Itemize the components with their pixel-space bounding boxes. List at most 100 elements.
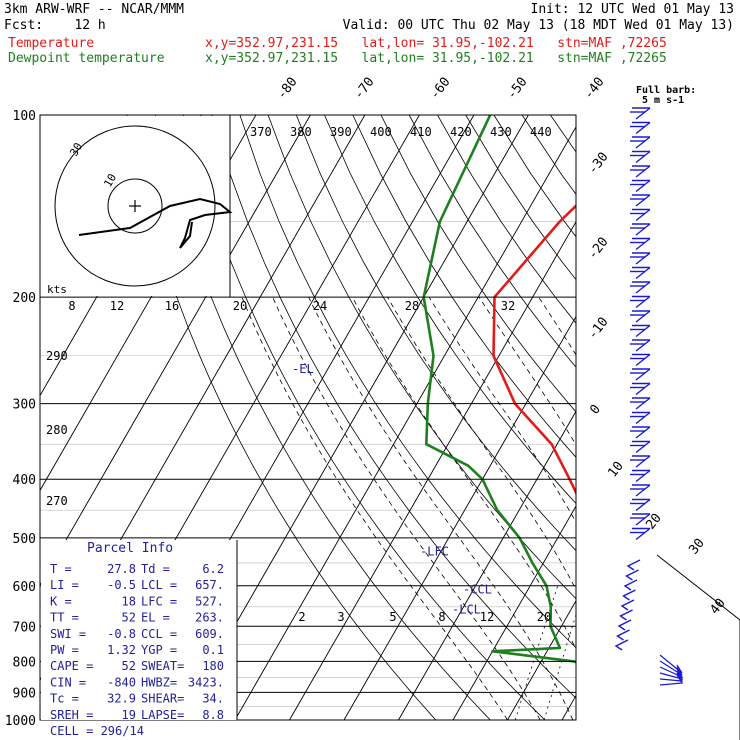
annotation-ccl: -CCL — [463, 583, 492, 597]
moist-adiabat — [478, 296, 576, 446]
moist-adiabat — [351, 296, 576, 650]
annotation-lcl: -LCL — [452, 603, 481, 617]
parcel-cell: CELL = 296/14 — [50, 724, 144, 738]
valid-time: Valid: 00 UTC Thu 02 May 13 (18 MDT Wed … — [342, 18, 734, 33]
hodograph — [41, 115, 233, 298]
parcel-row-label: YGP = — [141, 643, 177, 657]
hodograph-ring-label-30: 30 — [67, 141, 85, 159]
isotherm-label-10: 10 — [605, 459, 626, 481]
parcel-row-label: TT = — [50, 611, 79, 625]
isotherm — [180, 115, 529, 720]
isotherm-label--50: -50 — [504, 75, 530, 103]
parcel-row-label: LAPSE= — [141, 708, 184, 722]
hodograph-trace — [78, 197, 233, 249]
forecast-hour: Fcst: 12 h — [4, 18, 106, 33]
full-barb-units: 5 m s-1 — [642, 95, 684, 106]
parcel-row-value: 52 — [122, 659, 136, 673]
isotherm-label--70: -70 — [351, 75, 377, 103]
moist-label-20: 20 — [233, 299, 247, 313]
parcel-row-label: SREH = — [50, 708, 93, 722]
dry-adiabat — [692, 115, 740, 720]
mixing-ratio-label-8: 8 — [438, 610, 445, 624]
parcel-row-value: 1.32 — [107, 643, 136, 657]
moist-label-12: 12 — [110, 299, 124, 313]
moist-adiabat — [675, 297, 736, 720]
theta-label-380: 380 — [290, 125, 312, 139]
mixing-ratio-label-2: 2 — [298, 610, 305, 624]
theta-label-370: 370 — [250, 125, 272, 139]
dry-adiabat — [211, 115, 576, 699]
parcel-row-label: CIN = — [50, 675, 86, 689]
moist-adiabat — [538, 296, 576, 356]
mixing-ratio-label-12: 12 — [480, 610, 494, 624]
dry-adiabat — [465, 115, 576, 281]
isotherm-label-30: 30 — [686, 536, 707, 558]
theta-label-410: 410 — [410, 125, 432, 139]
theta-label-430: 430 — [490, 125, 512, 139]
isotherm-label--80: -80 — [274, 75, 300, 103]
parcel-row-label: LCL = — [141, 578, 177, 592]
dry-adiabat — [635, 115, 740, 720]
parcel-row-value: 34. — [202, 692, 224, 706]
parcel-row-label: T = — [50, 562, 72, 576]
mixing-ratio-line — [619, 586, 656, 720]
parcel-row-value: 6.2 — [202, 562, 224, 576]
dry-adiabat — [267, 115, 576, 600]
parcel-row-value: 657. — [195, 578, 224, 592]
parcel-row-value: 609. — [195, 627, 224, 641]
dry-adiabat — [154, 115, 491, 720]
parcel-row-value: 27.8 — [107, 562, 136, 576]
dry-adiabat — [550, 115, 576, 153]
isotherm-label-0: 0 — [587, 402, 604, 417]
dry-adiabat — [663, 115, 740, 720]
isotherm-label--60: -60 — [427, 75, 453, 103]
theta-label-390: 390 — [330, 125, 352, 139]
hodograph-ring-label-10: 10 — [101, 172, 119, 190]
hodograph-ring-inner — [107, 178, 163, 234]
left-theta-label-280: 280 — [46, 423, 68, 437]
dry-adiabat — [408, 115, 576, 368]
parcel-row-label: Td = — [141, 562, 170, 576]
dry-adiabat — [126, 115, 437, 720]
parcel-row-label: LI = — [50, 578, 79, 592]
moist-adiabat — [387, 296, 576, 591]
mixing-ratio-line — [653, 586, 688, 720]
parcel-row-label: Tc = — [50, 692, 79, 706]
parcel-row-label: SWEAT= — [141, 659, 184, 673]
full-barb-label: Full barb: — [636, 85, 696, 96]
parcel-row-label: PW = — [50, 643, 79, 657]
parcel-row-label: CCL = — [141, 627, 177, 641]
isotherm — [343, 315, 576, 720]
moist-adiabat — [428, 296, 576, 523]
moist-label-16: 16 — [165, 299, 179, 313]
dewpoint-legend: Dewpoint temperature — [8, 51, 165, 66]
parcel-row-value: 18 — [122, 594, 136, 608]
isotherm-label--30: -30 — [585, 150, 611, 178]
mixing-ratio-line — [582, 586, 621, 720]
dry-adiabat — [521, 115, 576, 195]
parcel-row-value: 180 — [202, 659, 224, 673]
model-title: 3km ARW-WRF -- NCAR/MMM — [4, 2, 185, 17]
isotherm-label--20: -20 — [585, 235, 611, 263]
parcel-row-label: LFC = — [141, 594, 177, 608]
parcel-row-label: K = — [50, 594, 72, 608]
parcel-row-value: 52 — [122, 611, 136, 625]
parcel-row-value: 0.1 — [202, 643, 224, 657]
dry-adiabat — [183, 115, 546, 720]
dry-adiabat — [239, 115, 576, 649]
isotherm — [507, 599, 576, 720]
parcel-row-value: -840 — [107, 675, 136, 689]
parcel-row-value: -0.5 — [107, 578, 136, 592]
isotherm-label--10: -10 — [585, 315, 611, 343]
parcel-row-value: -0.8 — [107, 627, 136, 641]
parcel-row-value: 32.9 — [107, 692, 136, 706]
dry-adiabat — [380, 115, 576, 413]
parcel-row-value: 527. — [195, 594, 224, 608]
moist-label-28: 28 — [405, 299, 419, 313]
dewpoint-profile — [422, 115, 576, 664]
pressure-label-800: 800 — [13, 655, 36, 670]
hodograph-units: kts — [47, 283, 67, 296]
dry-adiabat — [437, 115, 576, 324]
pressure-label-400: 400 — [13, 473, 36, 488]
